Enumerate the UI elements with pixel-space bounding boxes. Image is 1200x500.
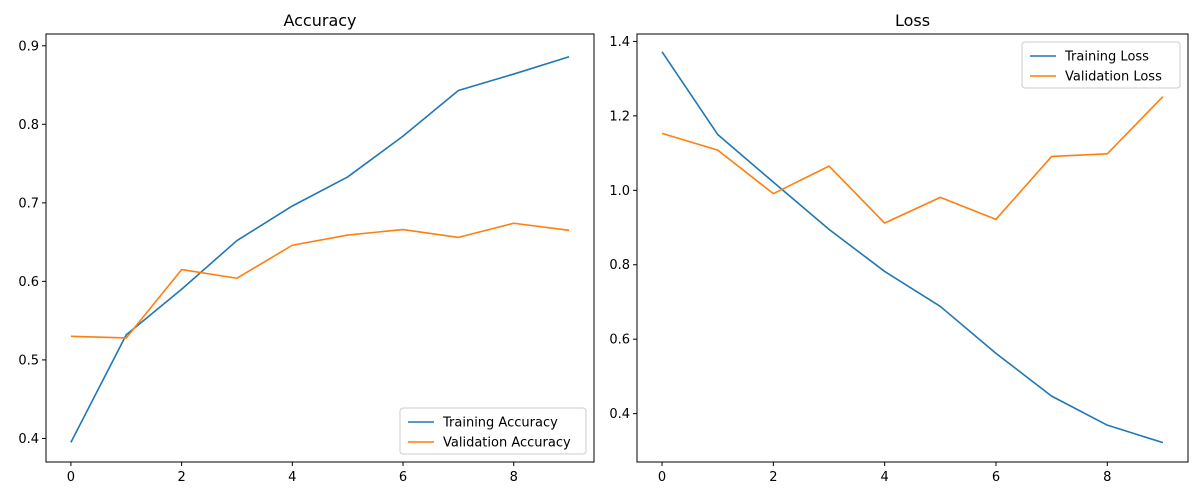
y-tick-label: 0.9	[18, 39, 39, 54]
legend-box	[399, 407, 587, 455]
accuracy-chart: Accuracy 0 2 4 6 8 0.4 0.5 0.6 0.7 0.8 0.9 Training …	[18, 11, 595, 485]
legend-label: Validation Accuracy	[443, 436, 571, 451]
x-tick-label: 4	[881, 470, 889, 485]
legend-label: Validation Loss	[1065, 70, 1162, 85]
x-tick-label: 6	[992, 470, 1000, 485]
x-tick-label: 8	[510, 470, 518, 485]
series-line-training-loss	[661, 51, 1164, 444]
y-tick-label: 1.0	[609, 184, 630, 199]
y-tick-label: 1.2	[609, 109, 630, 124]
x-tick-label: 6	[399, 470, 407, 485]
plot-frame	[45, 33, 595, 463]
y-tick-label: 0.4	[18, 432, 39, 447]
legend-label: Training Loss	[1064, 50, 1149, 65]
chart-title: Accuracy	[283, 11, 356, 30]
y-tick-label: 0.8	[609, 258, 630, 273]
y-tick-label: 0.7	[18, 196, 39, 211]
x-tick-label: 8	[1103, 470, 1111, 485]
y-tick-label: 0.5	[18, 353, 39, 368]
legend: Training Accuracy Validation Accuracy	[399, 407, 587, 455]
legend-label: Training Accuracy	[442, 416, 558, 431]
legend-box	[1021, 41, 1181, 89]
y-tick-label: 1.4	[609, 35, 630, 50]
x-tick-label: 2	[177, 470, 185, 485]
series-line-training-accuracy	[70, 56, 570, 443]
loss-chart: Loss 0 2 4 6 8 0.4 0.6 0.8 1.0 1.2 1.4 Training Loss…	[609, 11, 1189, 485]
y-tick-label: 0.8	[18, 118, 39, 133]
legend: Training Loss Validation Loss	[1021, 41, 1181, 89]
series-line-validation-accuracy	[70, 222, 570, 339]
x-tick-label: 2	[769, 470, 777, 485]
x-tick-label: 0	[658, 470, 666, 485]
chart-title: Loss	[895, 11, 930, 30]
y-tick-label: 0.6	[609, 333, 630, 348]
y-tick-label: 0.6	[18, 275, 39, 290]
y-tick-label: 0.4	[609, 407, 630, 422]
x-tick-label: 4	[288, 470, 296, 485]
plot-frame	[636, 33, 1189, 463]
x-tick-label: 0	[67, 470, 75, 485]
series-line-validation-loss	[661, 95, 1164, 224]
